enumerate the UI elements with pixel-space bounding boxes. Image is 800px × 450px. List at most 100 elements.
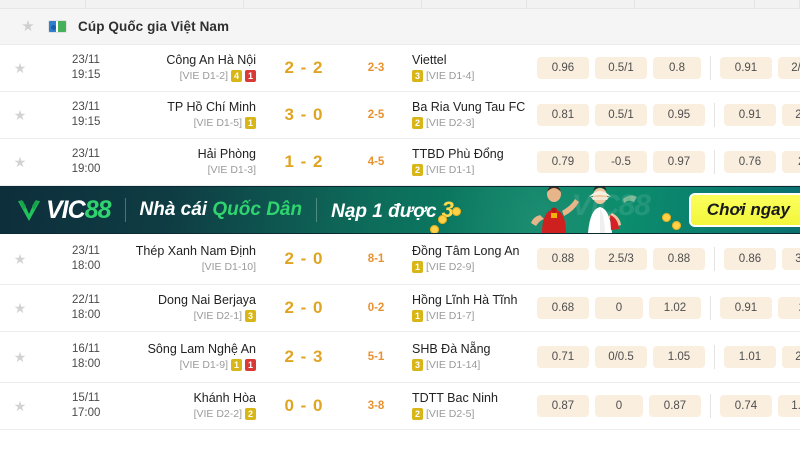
home-team-league-code: [VIE D1-3]	[207, 163, 256, 176]
away-team: TDTT Bac Ninh 2 [VIE D2-5]	[406, 391, 531, 422]
away-team-league-code: [VIE D1-7]	[426, 309, 475, 322]
favorite-star-icon[interactable]: ★	[13, 299, 27, 316]
odds-cell[interactable]: 0.71	[537, 346, 589, 368]
halftime-score: 0-2	[367, 302, 385, 314]
away-team: Hồng Lĩnh Hà Tĩnh 1 [VIE D1-7]	[406, 293, 531, 324]
league-header[interactable]: ★ Cúp Quốc gia Việt Nam	[0, 9, 800, 45]
odds-cell[interactable]: 0.5/1	[595, 57, 647, 79]
odds-group: 0.81 0.5/1 0.95 0.91 2.5/3	[531, 103, 800, 127]
home-team-name: Hải Phòng	[197, 146, 256, 161]
promo-banner[interactable]: VIC88 VIC88 Nhà cái Quốc Dân Nạp 1 được 3	[0, 186, 800, 234]
odds-cell[interactable]: 1.01	[724, 346, 776, 368]
home-team: Công An Hà Nội [VIE D1-2] 4 1	[132, 53, 262, 84]
odds-cell[interactable]: 0.87	[649, 395, 701, 417]
away-team-league-code: [VIE D2-9]	[426, 260, 475, 273]
away-team-name: Viettel	[412, 52, 447, 67]
home-team-meta: [VIE D1-10]	[132, 260, 256, 275]
away-team-league-code: [VIE D2-3]	[426, 116, 475, 129]
odds-cell[interactable]: 0.87	[537, 395, 589, 417]
odds-cell[interactable]: 0.91	[720, 297, 772, 319]
halftime-score: 3-8	[367, 400, 385, 412]
table-row[interactable]: ★ 15/11 17:00 Khánh Hòa [VIE D2-2] 2 0 - 0 3-8 T…	[0, 383, 800, 430]
odds-cell[interactable]: 1.02	[649, 297, 701, 319]
away-team: TTBD Phù Đổng 2 [VIE D1-1]	[406, 147, 531, 178]
away-team-league-code: [VIE D1-4]	[426, 69, 475, 82]
odds-cell[interactable]: 2.5	[782, 151, 800, 173]
odds-cell[interactable]: 0.79	[537, 151, 589, 173]
home-team: Hải Phòng [VIE D1-3]	[132, 147, 262, 178]
odds-cell[interactable]: 0.91	[720, 57, 772, 79]
table-row[interactable]: ★ 23/11 19:15 TP Hồ Chí Minh [VIE D1-5] 1 3 - …	[0, 92, 800, 139]
odds-cell[interactable]: 0.5/1	[595, 104, 647, 126]
away-team-name: TTBD Phù Đổng	[412, 146, 504, 161]
match-datetime: 22/11 18:00	[71, 294, 101, 321]
home-team-meta: [VIE D2-1] 3	[132, 309, 256, 324]
odds-divider	[710, 56, 711, 80]
favorite-star-icon[interactable]: ★	[21, 18, 35, 35]
odds-cell[interactable]: 0.88	[653, 248, 705, 270]
odds-cell[interactable]: 2.5/3	[782, 104, 800, 126]
table-row[interactable]: ★ 23/11 18:00 Thép Xanh Nam Định [VIE D1-10]…	[0, 234, 800, 285]
yellow-card-badge: 3	[245, 310, 256, 322]
yellow-card-badge: 2	[412, 164, 423, 176]
yellow-card-badge: 4	[231, 70, 242, 82]
banner-divider-2	[316, 198, 318, 222]
match-score: 0 - 0	[284, 396, 324, 415]
home-team-league-code: [VIE D1-9]	[179, 358, 228, 371]
favorite-star-icon[interactable]: ★	[13, 348, 27, 365]
banner-cta-button[interactable]: Chơi ngay	[688, 193, 800, 227]
favorite-star-icon[interactable]: ★	[13, 397, 27, 414]
home-team: Sông Lam Nghệ An [VIE D1-9] 1 1	[132, 342, 262, 373]
odds-cell[interactable]: 0.68	[537, 297, 589, 319]
match-datetime: 23/11 18:00	[71, 245, 101, 272]
odds-cell[interactable]: 0.97	[653, 151, 705, 173]
table-row[interactable]: ★ 16/11 18:00 Sông Lam Nghệ An [VIE D1-9] 1 1 2…	[0, 332, 800, 383]
banner-tagline-accent: Quốc Dân	[212, 199, 303, 220]
odds-cell[interactable]: 0.74	[720, 395, 772, 417]
odds-cell[interactable]: 0	[595, 297, 643, 319]
table-row[interactable]: ★ 23/11 19:00 Hải Phòng [VIE D1-3] 1 - 2 4-5 TT…	[0, 139, 800, 186]
odds-cell[interactable]: 0	[595, 395, 643, 417]
table-row[interactable]: ★ 22/11 18:00 Dong Nai Berjaya [VIE D2-1] 3 2 …	[0, 285, 800, 332]
favorite-star-icon[interactable]: ★	[13, 59, 27, 76]
odds-cell[interactable]: 3/3.5	[782, 248, 800, 270]
match-datetime: 16/11 18:00	[71, 343, 101, 370]
odds-cell[interactable]: 0/0.5	[595, 346, 647, 368]
odds-cell[interactable]: 0.86	[724, 248, 776, 270]
match-score: 2 - 3	[284, 347, 324, 366]
odds-cell[interactable]: 0.8	[653, 57, 701, 79]
favorite-star-icon[interactable]: ★	[13, 250, 27, 267]
odds-cell[interactable]: 0.95	[653, 104, 705, 126]
away-team-meta: 2 [VIE D2-3]	[412, 116, 531, 131]
favorite-star-icon[interactable]: ★	[13, 153, 27, 170]
odds-cell[interactable]: 2.5/3	[595, 248, 647, 270]
vietnam-flag-icon	[48, 20, 67, 33]
odds-cell[interactable]: 0.81	[537, 104, 589, 126]
home-team-name: Thép Xanh Nam Định	[135, 243, 256, 258]
odds-cell[interactable]: 0.76	[724, 151, 776, 173]
away-team-meta: 3 [VIE D1-14]	[412, 358, 531, 373]
away-team: Viettel 3 [VIE D1-4]	[406, 53, 531, 84]
odds-cell[interactable]: -0.5	[595, 151, 647, 173]
odds-cell[interactable]: 2	[778, 297, 800, 319]
yellow-card-badge: 3	[412, 359, 423, 371]
away-team: SHB Đà Nẵng 3 [VIE D1-14]	[406, 342, 531, 373]
odds-cell[interactable]: 2/2.5	[778, 57, 800, 79]
odds-cell[interactable]: 0.88	[537, 248, 589, 270]
odds-cell[interactable]: 1.5/2	[778, 395, 800, 417]
odds-divider	[714, 247, 715, 271]
table-row[interactable]: ★ 23/11 19:15 Công An Hà Nội [VIE D1-2] 4 1 2 -…	[0, 45, 800, 92]
odds-cell[interactable]: 0.91	[724, 104, 776, 126]
banner-offer: Nạp 1 được 3	[331, 197, 454, 222]
odds-cell[interactable]: 1.05	[653, 346, 705, 368]
odds-divider	[710, 394, 711, 418]
away-team-name: Ba Ria Vung Tau FC	[412, 99, 526, 114]
home-team-league-code: [VIE D2-1]	[193, 309, 242, 322]
favorite-star-icon[interactable]: ★	[13, 106, 27, 123]
home-team-meta: [VIE D1-9] 1 1	[132, 358, 256, 373]
odds-cell[interactable]: 0.96	[537, 57, 589, 79]
match-score: 1 - 2	[284, 152, 324, 171]
home-team-name: Công An Hà Nội	[166, 52, 256, 67]
odds-cell[interactable]: 2/2.5	[782, 346, 800, 368]
banner-characters-image	[518, 187, 668, 233]
